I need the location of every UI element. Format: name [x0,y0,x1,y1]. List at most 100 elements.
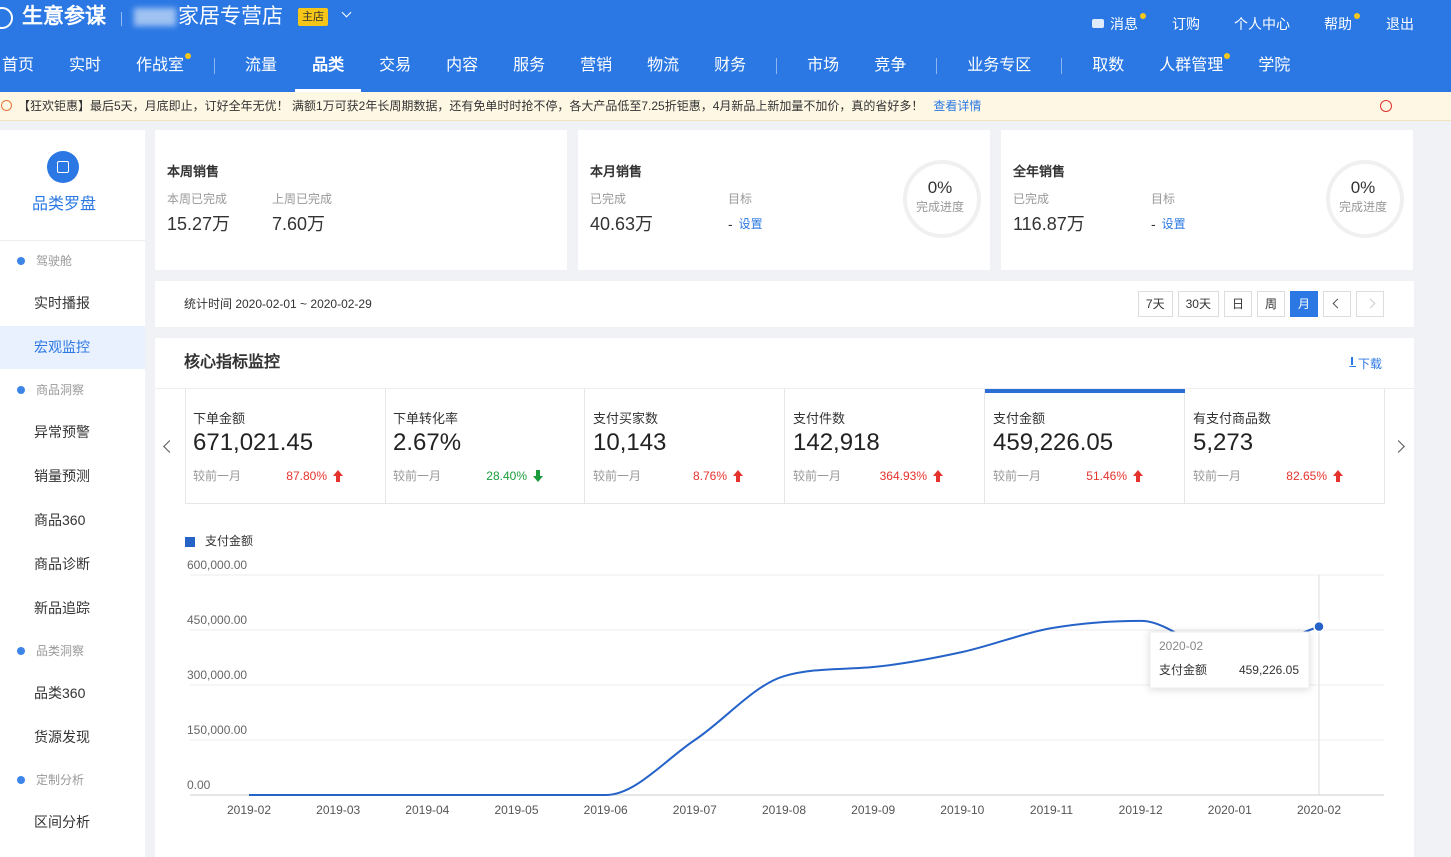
nav-item[interactable]: 品类 [295,52,362,92]
progress-ring [903,160,981,238]
nav-item[interactable]: 内容 [446,57,479,74]
card-label: 已完成 [1013,192,1050,206]
metric-compare: 较前一月 [593,469,642,483]
card-label: 上周已完成 [272,192,333,206]
header-link[interactable]: 消息 [1092,13,1146,34]
next-button[interactable] [1356,291,1384,317]
metric-name: 有支付商品数 [1193,411,1272,426]
metric-change: 51.46% [1086,469,1127,483]
period-button[interactable]: 月 [1289,291,1318,317]
nav-item[interactable]: 首页 [2,57,35,74]
metric-value: 2.67% [393,429,462,456]
nav-item[interactable]: 学院 [1258,57,1291,74]
group-icon [17,776,25,784]
panel-divider [155,388,1414,389]
header-link[interactable]: 帮助 [1324,13,1360,34]
active-bar [985,389,1185,393]
card-label: 目标 [1151,192,1176,206]
header-link[interactable]: 订购 [1172,16,1200,32]
sidebar-item[interactable]: 实时播报 [34,295,90,311]
header-link[interactable]: 个人中心 [1234,16,1290,32]
metric-name: 支付金额 [993,411,1046,426]
nav-item[interactable]: 物流 [647,57,680,74]
sidebar-item[interactable]: 新品追踪 [34,600,90,616]
period-button[interactable]: 日 [1223,291,1252,317]
nav-item[interactable]: 服务 [513,57,546,74]
nav-item[interactable]: 人群管理 [1159,52,1231,80]
nav-item[interactable]: 财务 [714,57,747,74]
metric-change: 8.76% [692,469,727,483]
metric-tile[interactable] [785,389,985,504]
group-icon [17,257,25,265]
sidebar-item[interactable]: 宏观监控 [34,339,90,355]
card-title: 本周销售 [167,164,220,179]
card-value-text: - [728,216,733,232]
blurred-name [134,8,176,26]
card-value: - 设置 [1151,212,1186,236]
metric-tile[interactable] [385,389,585,504]
active-underline [295,89,362,92]
sidebar-item[interactable]: 销量预测 [34,468,90,484]
period-button[interactable]: 7天 [1137,291,1173,317]
card-label: 已完成 [590,192,627,206]
metric-name: 支付买家数 [593,411,659,426]
card-value-text: 7.60万 [272,214,326,234]
download-link[interactable]: 下载 [1358,357,1383,371]
nav-item[interactable]: 营销 [580,57,613,74]
sidebar-divider [0,240,145,241]
notify-dot [1354,13,1360,19]
nav-item[interactable]: 交易 [379,57,412,74]
sidebar-item[interactable]: 异常预警 [34,424,90,440]
header-link[interactable]: 退出 [1386,16,1414,32]
card-action[interactable]: 设置 [1161,217,1186,231]
card-title: 全年销售 [1013,164,1066,179]
nav-item[interactable]: 实时 [69,57,102,74]
group-icon [17,647,25,655]
sidebar [0,130,145,857]
metric-tile[interactable] [1185,389,1385,504]
card-value: 7.60万 [272,212,325,236]
period-button[interactable]: 周 [1256,291,1285,317]
card-action[interactable]: 设置 [738,217,763,231]
notice-icon [1,100,12,111]
nav-item[interactable]: 业务专区 [967,57,1032,74]
nav-item[interactable]: 市场 [807,57,840,74]
sidebar-item[interactable]: 商品诊断 [34,556,90,572]
period-buttons: 7天 30天日周月 [1137,291,1384,317]
header-links: 消息 订购 个人中心 帮助 退出 [1092,13,1414,34]
sidebar-item[interactable]: 商品360 [34,512,86,528]
sidebar-item[interactable]: 区间分析 [34,814,90,830]
prev-button[interactable] [1323,291,1351,317]
nav-item[interactable]: 作战室 [136,52,192,80]
logo-icon [0,7,13,29]
chevron [1332,298,1343,309]
nav-item[interactable]: 取数 [1092,57,1125,74]
metric-tile[interactable] [585,389,785,504]
panel-title: 核心指标监控 [184,354,281,371]
sidebar-group: 品类洞察 [36,644,85,658]
notice-link[interactable]: 查看详情 [933,99,982,113]
metric-name: 下单转化率 [393,411,459,426]
nav-item[interactable]: 竞争 [874,57,907,74]
card-value: 15.27万 [167,212,230,236]
metric-tile[interactable] [985,389,1185,504]
metric-change: 364.93% [879,469,927,483]
period-button[interactable]: 30天 [1177,291,1219,317]
metric-compare: 较前一月 [193,469,242,483]
metric-tile[interactable] [185,389,386,504]
close-icon[interactable] [1380,100,1392,112]
compass-icon [47,151,79,183]
nav-separator [776,58,778,74]
metric-value: 142,918 [793,429,880,456]
trend-arrow [333,470,343,482]
card-value: 40.63万 [590,212,653,236]
divider [121,12,122,26]
metric-name: 下单金额 [193,411,246,426]
nav-item[interactable]: 流量 [245,57,278,74]
sidebar-item[interactable]: 品类360 [34,685,86,701]
card-value: - 设置 [728,212,763,236]
chevron [1365,298,1376,309]
sidebar-item[interactable]: 货源发现 [34,729,90,745]
metric-compare: 较前一月 [393,469,442,483]
